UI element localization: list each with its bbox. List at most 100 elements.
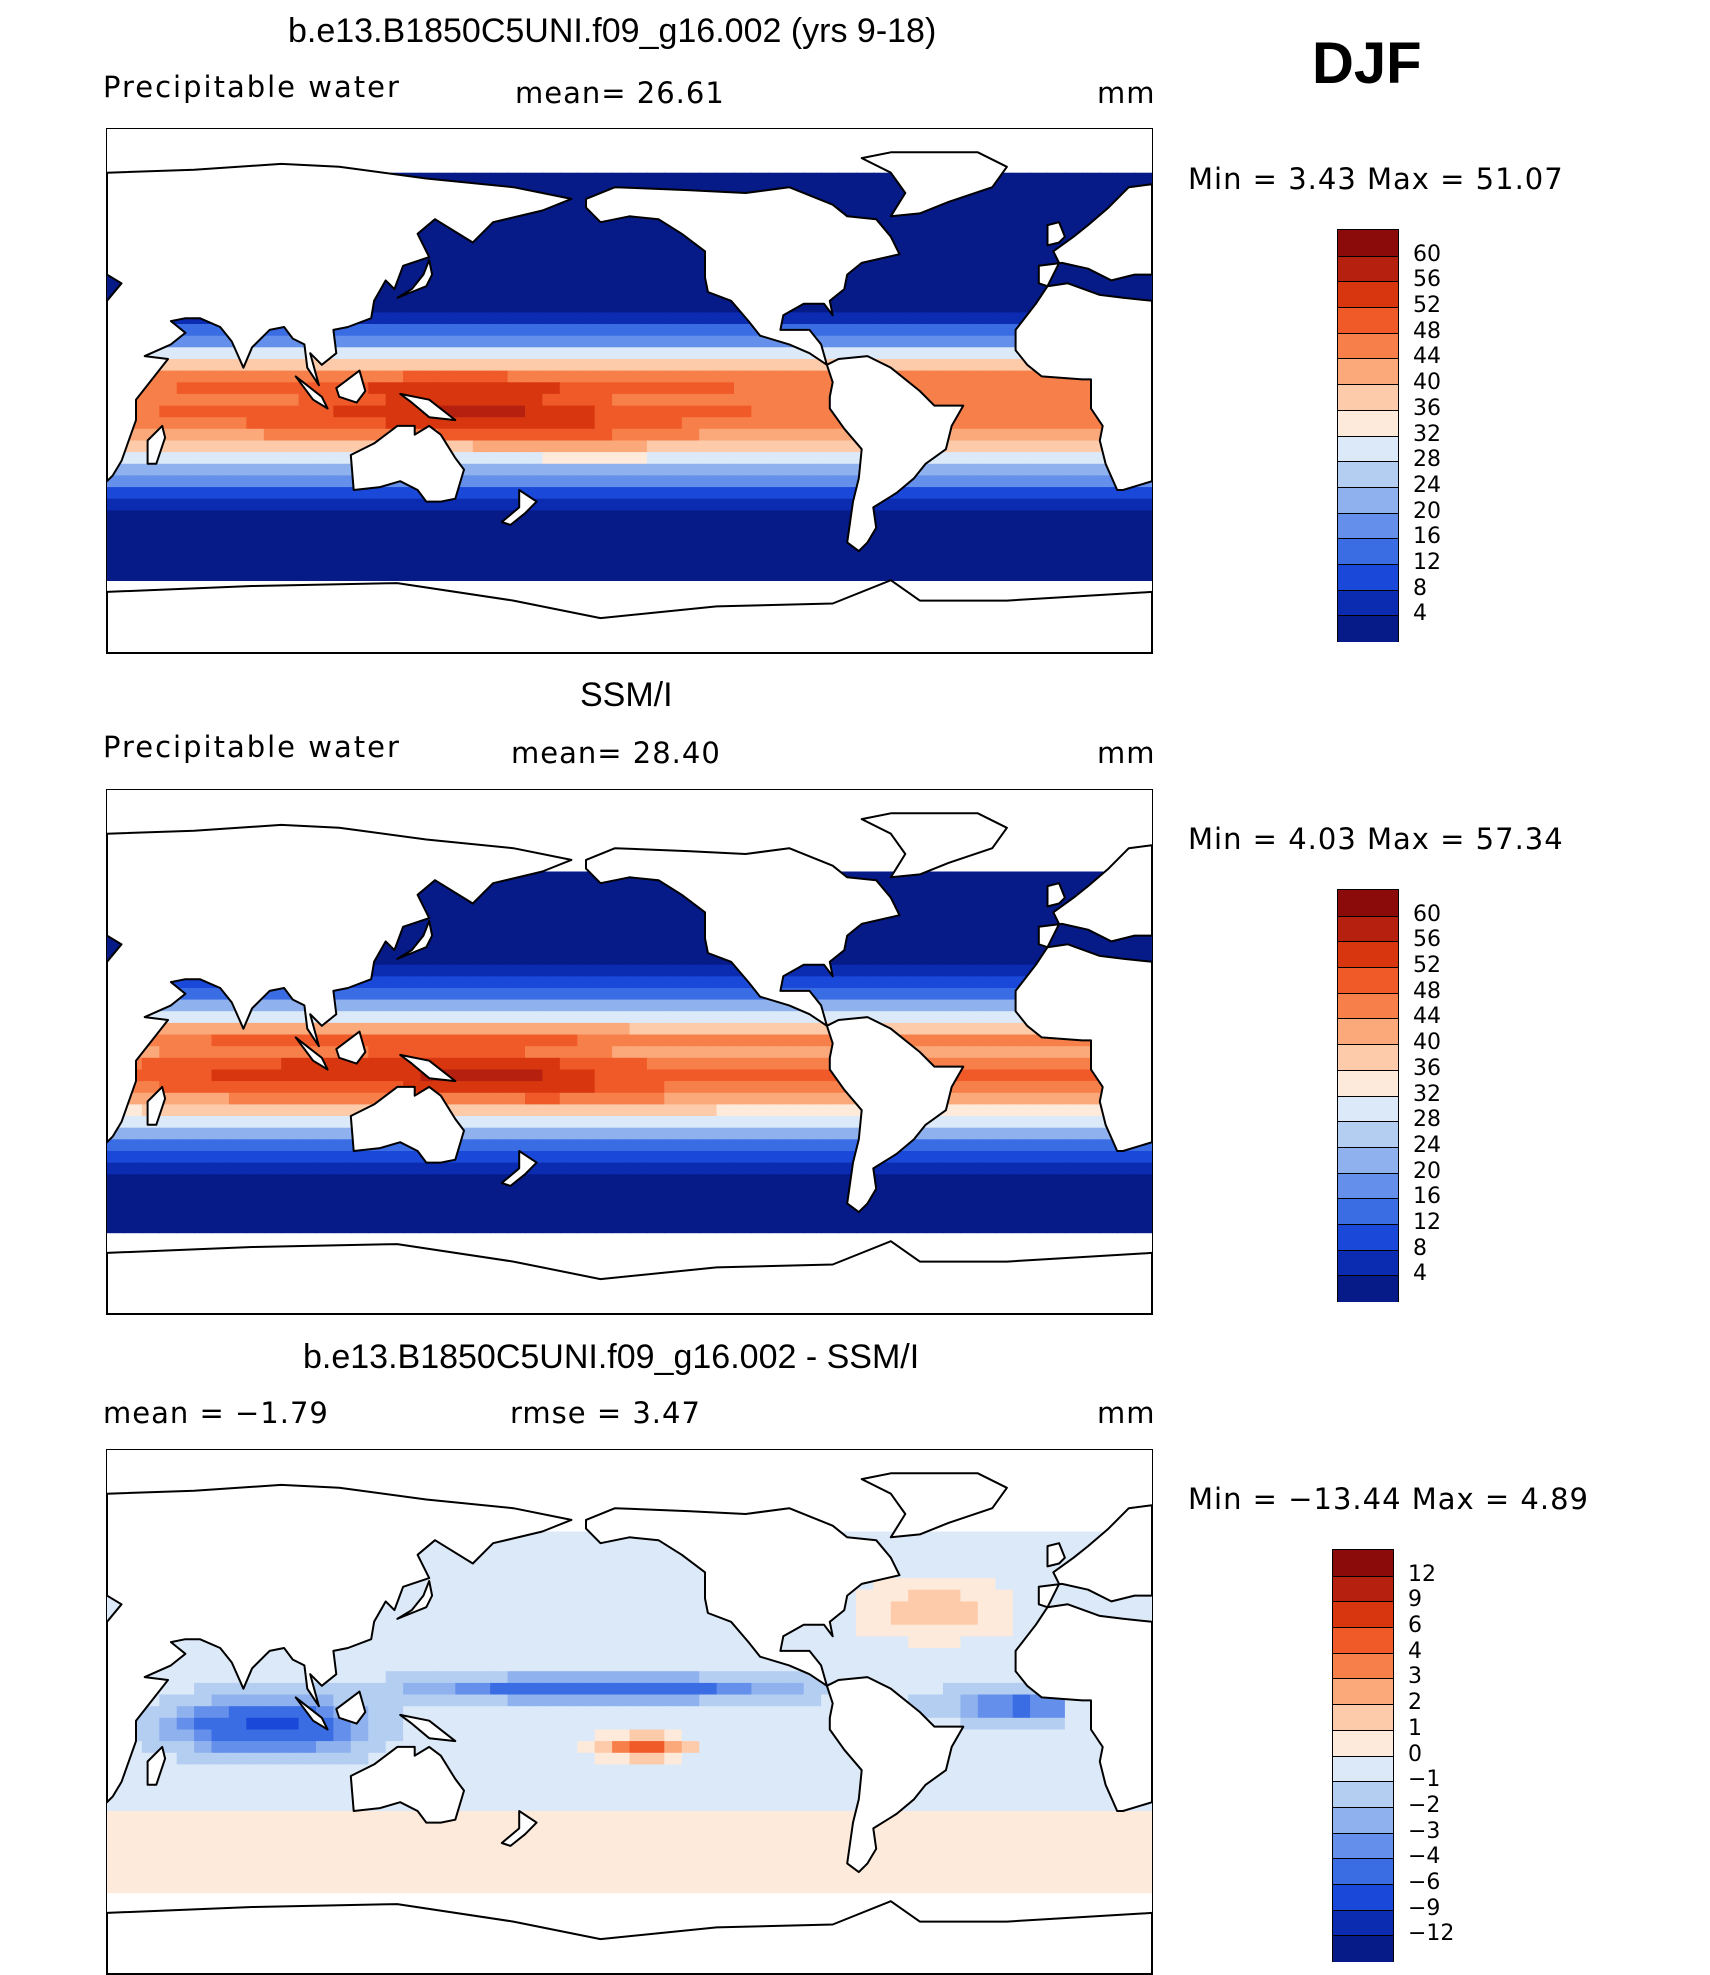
field-cell [960, 324, 978, 336]
field-cell [612, 359, 630, 371]
field-cell [177, 545, 195, 557]
field-cell [299, 1070, 317, 1082]
field-cell [821, 1128, 839, 1140]
field-cell [664, 1093, 682, 1105]
field-cell [525, 1221, 543, 1233]
field-cell [960, 1578, 978, 1590]
field-cell [682, 499, 700, 511]
field-cell [542, 347, 560, 359]
field-cell [560, 464, 578, 476]
field-cell [264, 1139, 282, 1151]
field-cell [542, 441, 560, 453]
field-cell [124, 1151, 142, 1163]
field-cell [769, 1011, 787, 1023]
field-cell [351, 1174, 369, 1186]
field-cell [647, 278, 665, 290]
field-cell [542, 965, 560, 977]
field-cell [1065, 499, 1083, 511]
field-cell [978, 441, 996, 453]
field-cell [995, 1590, 1013, 1602]
field-cell [525, 1555, 543, 1567]
field-cell [577, 883, 595, 895]
field-cell [612, 324, 630, 336]
field-cell [455, 429, 473, 441]
field-cell [1030, 1139, 1048, 1151]
field-cell [664, 347, 682, 359]
field-cell [1030, 906, 1048, 918]
field-cell [804, 452, 822, 464]
field-cell [595, 1151, 613, 1163]
field-cell [1048, 406, 1066, 418]
field-cell [438, 1046, 456, 1058]
field-cell [1082, 534, 1100, 546]
field-cell [612, 429, 630, 441]
field-cell [473, 324, 491, 336]
field-cell [960, 1625, 978, 1637]
field-cell [299, 464, 317, 476]
field-cell [542, 1000, 560, 1012]
field-cell [560, 1706, 578, 1718]
field-cell [403, 347, 421, 359]
field-cell [403, 1186, 421, 1198]
field-cell [612, 301, 630, 313]
field-cell [560, 173, 578, 185]
field-cell [386, 336, 404, 348]
field-cell [891, 347, 909, 359]
field-cell [664, 289, 682, 301]
field-cell [891, 312, 909, 324]
field-cell [873, 301, 891, 313]
field-cell [1030, 1163, 1048, 1175]
field-cell [1030, 184, 1048, 196]
field-cell [421, 953, 439, 965]
field-cell [525, 231, 543, 243]
field-cell [438, 1613, 456, 1625]
field-cell [630, 464, 648, 476]
field-cell [246, 1104, 264, 1116]
field-cell [682, 1011, 700, 1023]
field-cell [1082, 429, 1100, 441]
field-cell [107, 1209, 125, 1221]
field-cell [1013, 1093, 1031, 1105]
field-cell [577, 394, 595, 406]
field-cell [473, 1671, 491, 1683]
field-cell [490, 452, 508, 464]
field-cell [525, 1613, 543, 1625]
field-cell [630, 1116, 648, 1128]
field-cell [525, 569, 543, 581]
field-cell [560, 231, 578, 243]
field-cell [542, 1070, 560, 1082]
field-cell [455, 918, 473, 930]
field-cell [717, 534, 735, 546]
field-cell [821, 1648, 839, 1660]
field-cell [490, 906, 508, 918]
field-cell [734, 1163, 752, 1175]
field-cell [908, 953, 926, 965]
field-cell [281, 464, 299, 476]
field-cell [734, 1151, 752, 1163]
field-cell [960, 441, 978, 453]
field-cell [926, 1139, 944, 1151]
field-cell [142, 510, 160, 522]
field-cell [508, 1000, 526, 1012]
field-cell [978, 452, 996, 464]
colorbar-segment [1338, 1198, 1398, 1225]
field-cell [664, 1590, 682, 1602]
field-cell [368, 510, 386, 522]
field-cell [717, 324, 735, 336]
field-cell [1013, 1163, 1031, 1175]
field-cell [560, 557, 578, 569]
field-cell [264, 557, 282, 569]
field-cell [804, 1163, 822, 1175]
field-cell [177, 359, 195, 371]
field-cell [630, 231, 648, 243]
field-cell [542, 1081, 560, 1093]
field-cell [664, 429, 682, 441]
field-cell [978, 1093, 996, 1105]
field-cell [508, 243, 526, 255]
field-cell [1013, 371, 1031, 383]
field-cell [751, 1695, 769, 1707]
field-cell [194, 1104, 212, 1116]
field-cell [490, 417, 508, 429]
field-cell [281, 1209, 299, 1221]
field-cell [630, 499, 648, 511]
